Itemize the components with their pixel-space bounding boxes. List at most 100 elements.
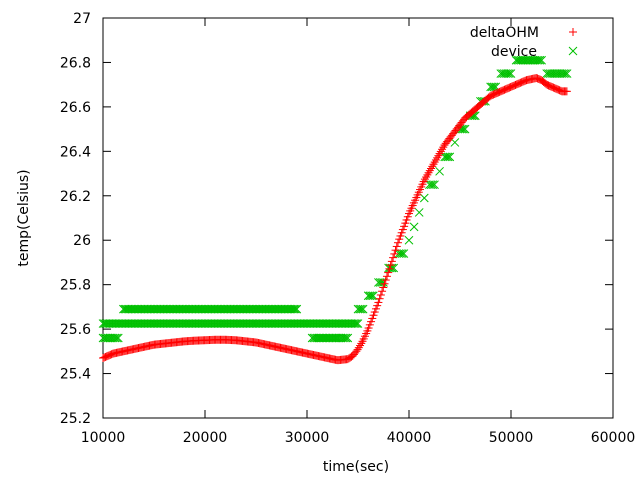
point-device (397, 249, 407, 258)
point-device (443, 152, 453, 162)
point-device (352, 319, 361, 328)
point-device (535, 55, 545, 65)
point-device (317, 333, 326, 343)
y-tick-label: 26.6 (60, 100, 91, 116)
x-tick-labels: 10000 20000 30000 40000 50000 60000 (81, 430, 636, 446)
point-device (365, 291, 375, 301)
point-device (174, 319, 184, 328)
data-points (98, 55, 572, 365)
point-device (256, 319, 265, 328)
point-device (559, 69, 569, 78)
legend-label-deltaohm: deltaOHM (470, 25, 539, 41)
point-device (235, 304, 245, 314)
point-deltaohm (387, 257, 396, 266)
point-device (194, 304, 204, 314)
point-deltaohm (431, 155, 440, 164)
point-deltaohm (379, 283, 388, 292)
y-tick-label: 25.4 (60, 367, 91, 383)
point-deltaohm (386, 261, 395, 270)
point-deltaohm (393, 238, 402, 247)
y-tick-label: 26.8 (60, 55, 91, 71)
point-device (112, 333, 121, 343)
point-deltaohm (396, 231, 405, 240)
point-device (154, 304, 163, 314)
point-device (428, 180, 438, 190)
point-deltaohm (367, 317, 376, 326)
y-tick-label: 25.2 (60, 411, 91, 427)
point-device (442, 152, 451, 162)
point-deltaohm (385, 264, 394, 273)
point-device (328, 333, 338, 343)
point-device (245, 304, 255, 314)
point-device (337, 319, 347, 328)
y-tick-label: 25.6 (60, 322, 91, 338)
point-device (340, 333, 349, 343)
y-axis-label: temp(Celsius) (16, 169, 32, 266)
plot-frame (102, 17, 614, 419)
point-deltaohm (425, 166, 434, 175)
point-deltaohm (356, 341, 365, 350)
point-device (404, 235, 414, 245)
point-device (184, 319, 194, 328)
y-tick-labels: 25.2 25.4 25.6 25.8 26 26.2 26.4 26.6 26.8 27 (60, 11, 91, 427)
x-axis-label: time(sec) (323, 459, 389, 475)
point-deltaohm (375, 294, 384, 303)
point-device (184, 304, 194, 314)
point-deltaohm (424, 168, 433, 177)
point-device (419, 193, 429, 203)
legend: deltaOHM device (470, 25, 578, 60)
point-device (143, 319, 153, 328)
point-deltaohm (423, 170, 432, 179)
point-deltaohm (378, 287, 387, 296)
point-device (288, 304, 297, 314)
y-tick-label: 25.8 (60, 278, 91, 294)
point-device (276, 319, 286, 328)
legend-marker-device-glyph (568, 46, 578, 56)
point-device (289, 304, 299, 314)
point-device (205, 319, 214, 328)
x-tick-label: 50000 (489, 430, 534, 446)
point-device (194, 319, 204, 328)
point-device (113, 319, 122, 328)
point-device (399, 249, 409, 258)
point-deltaohm (428, 162, 437, 171)
point-device (103, 319, 112, 328)
point-device (215, 319, 224, 328)
point-device (450, 138, 460, 147)
point-device (327, 333, 337, 343)
point-deltaohm (436, 147, 445, 156)
point-device (164, 304, 173, 314)
point-device (487, 82, 497, 92)
point-device (154, 319, 163, 328)
point-device (396, 249, 405, 258)
point-device (307, 319, 316, 328)
point-device (506, 69, 516, 78)
point-deltaohm (353, 345, 362, 354)
point-device (245, 319, 255, 328)
point-device (503, 69, 512, 78)
point-deltaohm (395, 235, 404, 244)
point-device (164, 319, 173, 328)
point-device (225, 304, 235, 314)
point-deltaohm (371, 304, 380, 313)
point-device (343, 333, 353, 343)
point-device (349, 319, 358, 328)
x-tick-label: 20000 (183, 430, 228, 446)
point-device (215, 304, 224, 314)
point-device (330, 333, 340, 343)
point-device (357, 304, 366, 314)
point-device (327, 319, 337, 328)
point-deltaohm (390, 249, 399, 258)
y-tick-label: 26 (73, 233, 91, 249)
point-deltaohm (376, 290, 385, 299)
x-tick-label: 10000 (81, 430, 126, 446)
point-device (225, 319, 235, 328)
x-tick-label: 40000 (387, 430, 432, 446)
point-device (123, 319, 133, 328)
x-tick-label: 30000 (285, 430, 330, 446)
point-device (504, 69, 514, 78)
point-device (445, 152, 455, 162)
point-device (367, 291, 376, 301)
y-tick-label: 27 (73, 11, 91, 27)
point-deltaohm (430, 158, 439, 167)
